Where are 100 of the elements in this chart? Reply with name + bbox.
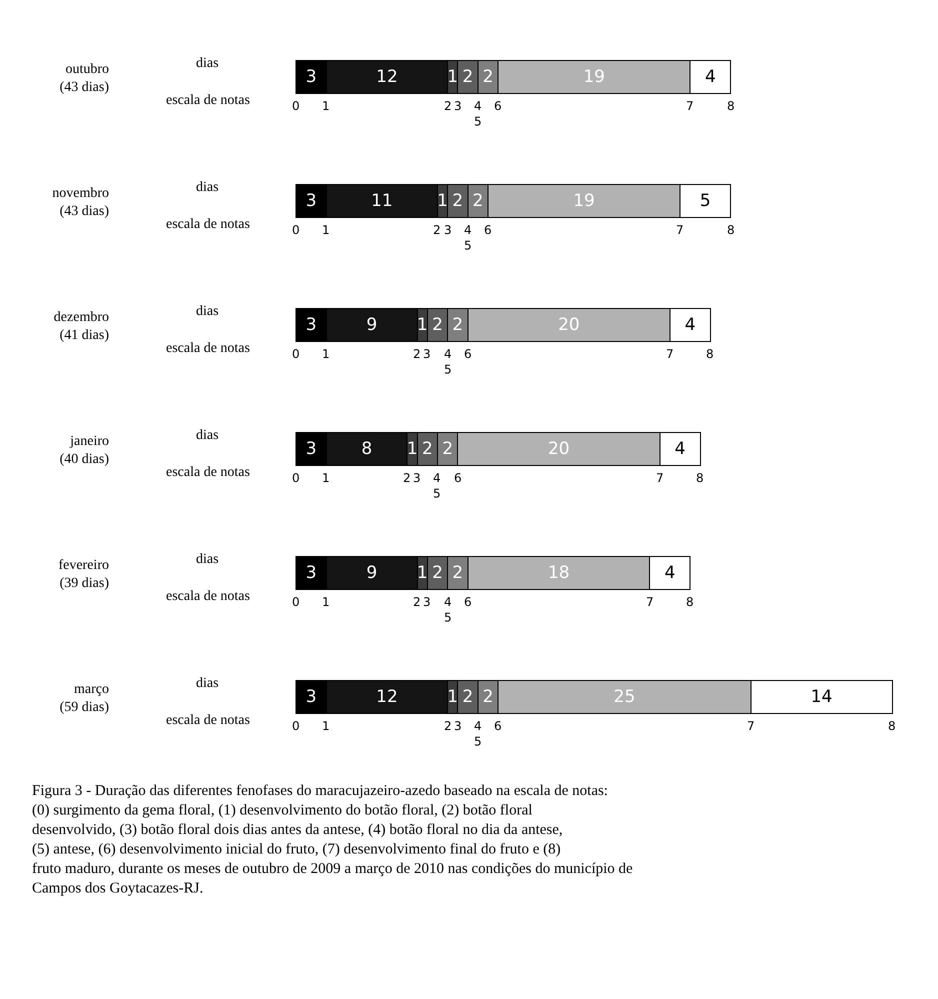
text: escala de notas: [166, 217, 250, 232]
data-label: 1: [437, 191, 448, 211]
data-label: 4: [664, 563, 676, 583]
annotation: 0: [292, 99, 300, 113]
data-label: 4: [684, 315, 696, 335]
annotation: 6: [494, 719, 502, 733]
annotation: 8: [696, 471, 704, 485]
data-label: 2: [482, 687, 494, 707]
data-label: 3: [306, 563, 317, 583]
text: dias: [196, 428, 219, 443]
annotation: 8: [727, 223, 735, 237]
data-label: 4: [704, 67, 716, 87]
data-label: 3: [306, 439, 317, 459]
annotation: 2: [444, 719, 452, 733]
annotation: 0: [292, 595, 300, 609]
data-label: 3: [306, 687, 317, 707]
annotation: 7: [686, 99, 694, 113]
text: dias: [196, 56, 219, 71]
data-label: 19: [573, 191, 595, 211]
annotation: 6: [484, 223, 492, 237]
annotation: 8: [727, 99, 735, 113]
annotation: 3: [423, 347, 431, 361]
annotation: 6: [464, 347, 472, 361]
annotation: 3: [444, 223, 452, 237]
annotation: 2: [413, 347, 421, 361]
annotation: 0: [292, 719, 300, 733]
data-label: 5: [700, 191, 711, 211]
data-label: 2: [422, 439, 433, 459]
data-label: 2: [462, 687, 474, 707]
data-label: 1: [416, 315, 428, 335]
data-label: 4: [674, 439, 686, 459]
annotation: 1: [322, 347, 330, 361]
annotation: 2: [413, 595, 421, 609]
text: escala de notas: [166, 713, 250, 728]
annotation: 0: [292, 223, 300, 237]
annotation: 2: [444, 99, 452, 113]
text: escala de notas: [166, 341, 250, 356]
annotation: 4 5: [464, 223, 472, 253]
data-label: 1: [447, 67, 458, 87]
data-label: 2: [452, 191, 464, 211]
text: Figura 3 - Duração das diferentes fenofases do maracujazeiro-azedo baseado na escala de notas: (0) surgimento da gema floral, (1) desenvolvimento do botão floral, (2) botão floral desenvolvido, (3) botão floral dois dias antes da antese, (4) botão floral no dia da antese, (5) antese, (6) desenvolvimento inicial do fruto, (7) desenvolvimento final do fruto e (8) fruto maduro, durante os meses de outubro de 2009 a março de 2010 nas condições do município de Campos dos Goytacazes-RJ.: [32, 783, 634, 896]
data-label: 12: [376, 67, 398, 87]
data-label: 3: [306, 67, 317, 87]
text: escala de notas: [166, 465, 250, 480]
data-label: 9: [366, 315, 378, 335]
annotation: 7: [747, 719, 755, 733]
data-label: 2: [462, 67, 474, 87]
y-tick-label: outubro (43 dias): [60, 62, 110, 95]
data-label: 1: [406, 439, 418, 459]
annotation: 7: [656, 471, 664, 485]
data-label: 9: [366, 563, 378, 583]
annotation: 4 5: [474, 99, 482, 129]
data-label: 25: [614, 687, 636, 707]
data-label: 19: [583, 67, 605, 87]
annotation: 3: [454, 719, 462, 733]
data-label: 1: [416, 563, 428, 583]
data-label: 3: [306, 191, 317, 211]
annotation: 2: [433, 223, 441, 237]
data-label: 2: [442, 439, 454, 459]
data-label: 2: [432, 315, 443, 335]
y-tick-label: fevereiro (39 dias): [58, 558, 110, 591]
data-label: 14: [810, 687, 832, 707]
data-label: 1: [447, 687, 458, 707]
annotation: 7: [666, 347, 674, 361]
annotation: 1: [322, 471, 330, 485]
annotation: 1: [322, 719, 330, 733]
annotation: 7: [676, 223, 684, 237]
annotation: 8: [686, 595, 694, 609]
annotation: 4 5: [433, 471, 441, 501]
text: escala de notas: [166, 93, 250, 108]
data-label: 2: [472, 191, 484, 211]
annotation: 1: [322, 595, 330, 609]
annotation: 0: [292, 347, 300, 361]
annotation: 8: [706, 347, 714, 361]
annotation: 6: [454, 471, 462, 485]
text: dias: [196, 304, 219, 319]
y-tick-label: novembro (43 dias): [52, 186, 110, 219]
y-tick-label: dezembro (41 dias): [54, 310, 110, 343]
annotation: 1: [322, 99, 330, 113]
text: dias: [196, 676, 219, 691]
data-label: 12: [376, 687, 398, 707]
text: dias: [196, 180, 219, 195]
annotation: 0: [292, 471, 300, 485]
annotation: 7: [646, 595, 654, 609]
data-label: 11: [371, 191, 393, 211]
annotation: 8: [888, 719, 896, 733]
data-label: 2: [482, 67, 494, 87]
annotation: 3: [423, 595, 431, 609]
annotation: 4 5: [444, 595, 452, 625]
annotation: 4 5: [474, 719, 482, 749]
annotation: 3: [413, 471, 421, 485]
annotation: 3: [454, 99, 462, 113]
text: escala de notas: [166, 589, 250, 604]
annotation: 1: [322, 223, 330, 237]
data-label: 2: [432, 563, 443, 583]
data-label: 20: [558, 315, 580, 335]
annotation: 6: [464, 595, 472, 609]
text: dias: [196, 552, 219, 567]
annotation: 6: [494, 99, 502, 113]
data-label: 18: [548, 563, 570, 583]
